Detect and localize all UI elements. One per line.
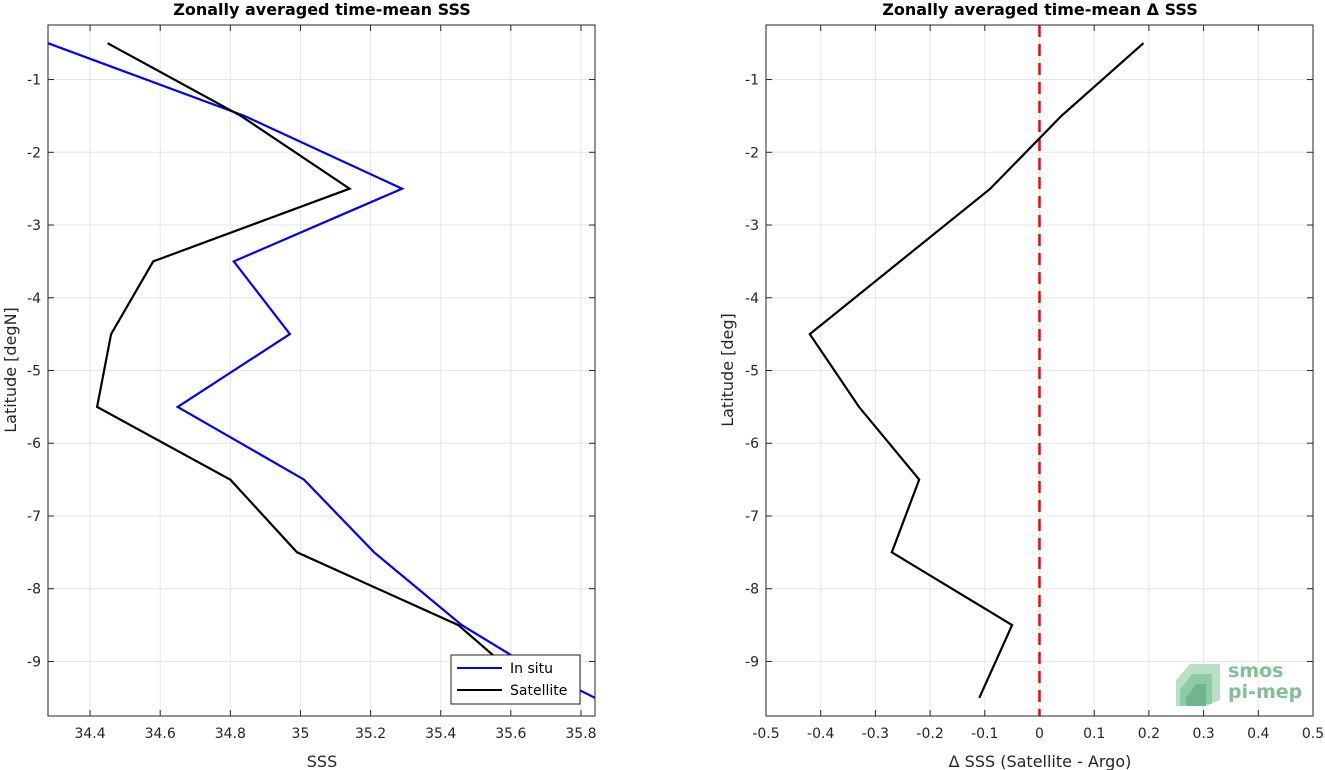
y-axis-label: Latitude [degN] [1, 307, 20, 433]
x-tick-labels: -0.5 -0.4 -0.3 -0.2 -0.1 0 0.1 0.2 0.3 0.4 0.5 [752, 726, 1324, 742]
x-tick-label: 0.5 [1302, 726, 1324, 742]
tick-marks [48, 25, 595, 716]
y-tick-label: -7 [27, 509, 41, 525]
series-group [808, 42, 1145, 699]
smos-pi-mep-logo: smos pi-mep [1176, 660, 1302, 706]
y-tick-label: -9 [745, 654, 759, 670]
sss-panel: Zonally averaged time-mean SSS 34.4 34.6 3… [1, 0, 597, 770]
x-axis-label: Δ SSS (Satellite - Argo) [949, 752, 1132, 770]
y-tick-label: -8 [745, 582, 759, 598]
x-tick-labels: 34.4 34.6 34.8 35 35.2 35.4 35.6 35.8 [74, 726, 596, 742]
x-tick-label: -0.2 [916, 726, 943, 742]
x-tick-label: 0.4 [1247, 726, 1269, 742]
y-tick-label: -4 [27, 291, 41, 307]
x-tick-label: 34.8 [215, 726, 246, 742]
x-tick-label: -0.1 [971, 726, 998, 742]
x-tick-label: -0.5 [752, 726, 779, 742]
series-line-satellite [95, 42, 502, 663]
x-tick-label: 35.8 [565, 726, 596, 742]
legend-label-in-situ: In situ [510, 661, 553, 677]
y-tick-label: -5 [27, 364, 41, 380]
legend-box [450, 654, 581, 705]
series-line-delta-sss [808, 42, 1145, 699]
axes-box [47, 24, 596, 717]
logo-text-pi-mep: pi-mep [1228, 681, 1302, 703]
logo-shape-front [1186, 684, 1206, 706]
x-axis-label: SSS [307, 752, 337, 770]
delta-sss-panel: Zonally averaged time-mean Δ SSS -0.5 -0.… [718, 0, 1324, 770]
y-tick-label: -6 [27, 436, 41, 452]
y-tick-label: -3 [27, 218, 41, 234]
x-tick-label: 35 [292, 726, 310, 742]
y-tick-label: -8 [27, 582, 41, 598]
x-tick-label: 0.1 [1083, 726, 1105, 742]
y-tick-label: -1 [745, 73, 759, 89]
x-tick-label: 34.4 [74, 726, 105, 742]
y-tick-label: -7 [745, 509, 759, 525]
x-tick-label: 0.2 [1138, 726, 1160, 742]
x-tick-label: -0.4 [807, 726, 834, 742]
y-tick-label: -1 [27, 73, 41, 89]
y-tick-label: -9 [27, 654, 41, 670]
chart-title: Zonally averaged time-mean SSS [173, 0, 471, 19]
axes-box [765, 24, 1314, 717]
y-tick-label: -2 [27, 145, 41, 161]
legend-label-satellite: Satellite [510, 683, 567, 699]
series-group [47, 42, 596, 699]
x-tick-label: 35.4 [425, 726, 456, 742]
y-tick-labels: -1 -2 -3 -4 -5 -6 -7 -8 -9 [745, 73, 759, 671]
logo-text-smos: smos [1228, 660, 1283, 682]
y-tick-label: -2 [745, 145, 759, 161]
y-tick-label: -3 [745, 218, 759, 234]
y-axis-label: Latitude [deg] [718, 313, 737, 427]
x-tick-label: 0 [1035, 726, 1044, 742]
series-line-in-situ [47, 42, 596, 699]
x-tick-label: 35.2 [355, 726, 386, 742]
chart-title: Zonally averaged time-mean Δ SSS [882, 0, 1198, 19]
x-tick-label: 0.3 [1192, 726, 1214, 742]
y-tick-label: -4 [745, 291, 759, 307]
x-tick-label: 35.6 [495, 726, 526, 742]
y-tick-labels: -1 -2 -3 -4 -5 -6 -7 -8 -9 [27, 73, 41, 671]
x-tick-label: 34.6 [145, 726, 176, 742]
y-tick-label: -6 [745, 436, 759, 452]
x-tick-label: -0.3 [862, 726, 889, 742]
legend: In situ Satellite [450, 654, 581, 705]
y-tick-label: -5 [745, 364, 759, 380]
